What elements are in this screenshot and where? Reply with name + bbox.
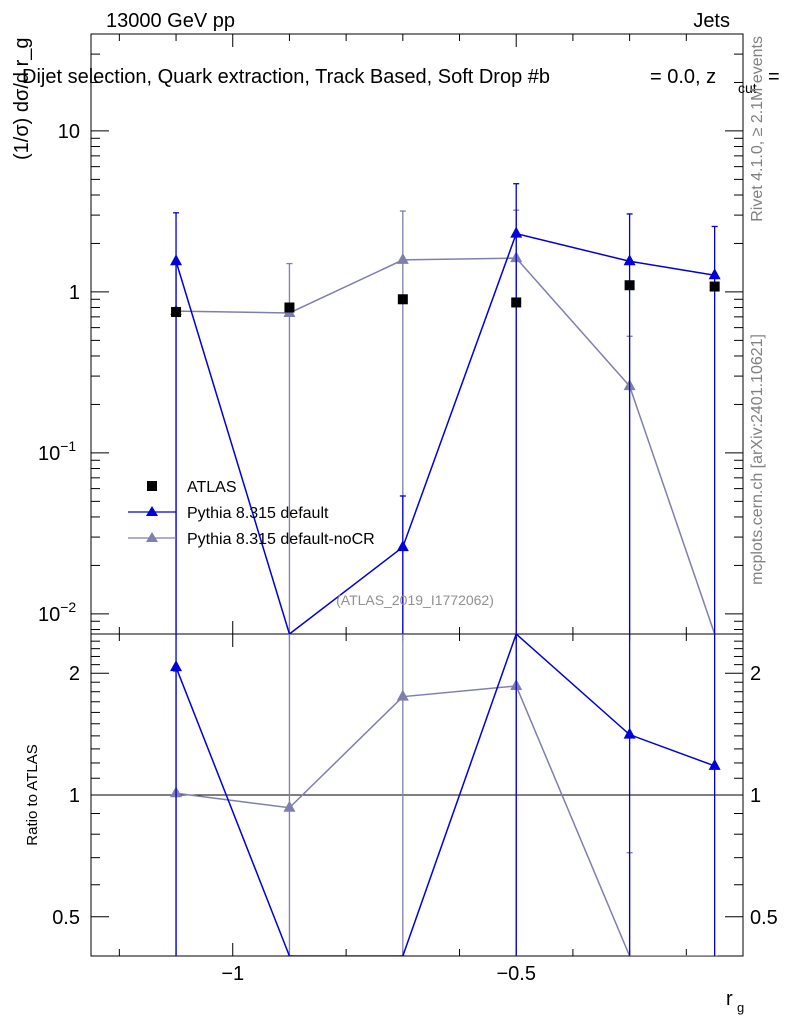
ratio-point-pythia-nocr xyxy=(396,689,409,701)
main-series xyxy=(170,183,721,634)
y-tick-label: 10−1 xyxy=(38,438,76,465)
y-tick-label-base: 10 xyxy=(38,604,60,626)
legend-marker-pythia-nocr xyxy=(146,532,158,542)
param-label-b: cut xyxy=(738,80,757,96)
data-point-atlas xyxy=(511,297,522,308)
ratio-point-pythia-default xyxy=(623,727,636,739)
process-label: Jets xyxy=(693,10,730,32)
analysis-watermark: (ATLAS_2019_I1772062) xyxy=(336,592,494,608)
param-label-c: = xyxy=(768,66,780,88)
ratio-axes: −1 −0.5 0.5 0.5 1 1 2 2 xyxy=(52,633,778,985)
ratio-point-pythia-nocr xyxy=(283,800,296,812)
energy-label: 13000 GeV pp xyxy=(106,10,235,32)
data-point-atlas xyxy=(284,302,295,313)
data-point-pythia-default xyxy=(170,254,183,266)
data-point-atlas xyxy=(709,281,720,292)
y-tick-label: 10−2 xyxy=(38,599,76,626)
ratio-line-pythia-nocr xyxy=(175,685,715,956)
ratio-y-tick-label-right: 0.5 xyxy=(750,907,778,929)
ratio-line-pythia-default xyxy=(175,634,715,956)
y-tick-label: 10 xyxy=(58,121,80,143)
ratio-axis-title: Ratio to ATLAS xyxy=(24,744,41,845)
rivet-version-label: Rivet 4.1.0, ≥ 2.1M events xyxy=(749,36,766,222)
data-point-pythia-default xyxy=(510,226,523,238)
ratio-point-pythia-default xyxy=(708,758,721,770)
param-label-a: = 0.0, z xyxy=(650,66,716,88)
legend-marker-pythia-default xyxy=(146,506,158,516)
y-tick-label-base: 10 xyxy=(38,443,60,465)
selection-label: Dijet selection, Quark extraction, Track… xyxy=(22,66,550,88)
y-axis-title: (1/σ) dσ/d r_g xyxy=(11,37,33,160)
ratio-y-tick-label-left: 1 xyxy=(69,785,80,807)
legend-label-pythia-nocr: Pythia 8.315 default-noCR xyxy=(187,531,375,548)
x-axis-title: r xyxy=(726,988,733,1010)
x-tick-label: −0.5 xyxy=(496,963,535,985)
ratio-y-tick-label-right: 1 xyxy=(750,785,761,807)
data-point-pythia-default xyxy=(396,540,409,552)
x-tick-label: −1 xyxy=(221,963,244,985)
data-point-atlas xyxy=(171,307,182,318)
series-line-pythia-default xyxy=(175,232,715,634)
ratio-point-pythia-default xyxy=(170,660,183,672)
ratio-y-tick-label-right: 2 xyxy=(750,663,761,685)
x-axis-title-sub: g xyxy=(737,1000,744,1015)
data-point-atlas xyxy=(624,280,635,291)
y-tick-label-base: 10 xyxy=(58,121,80,143)
data-point-pythia-nocr xyxy=(396,252,409,264)
data-point-atlas xyxy=(397,294,408,305)
y-tick-label-exp: −1 xyxy=(60,438,76,454)
series-line-pythia-nocr xyxy=(176,257,716,634)
data-point-pythia-default xyxy=(708,268,721,280)
legend-label-atlas: ATLAS xyxy=(187,479,237,496)
legend-label-pythia-default: Pythia 8.315 default xyxy=(187,505,329,522)
ratio-series xyxy=(170,634,721,956)
legend: ATLAS Pythia 8.315 default Pythia 8.315 … xyxy=(128,479,375,548)
y-tick-label: 1 xyxy=(69,282,80,304)
y-tick-label-exp: −2 xyxy=(60,599,76,615)
mcplots-label: mcplots.cern.ch [arXiv:2401.10621] xyxy=(749,334,766,585)
legend-marker-atlas xyxy=(147,481,157,491)
ratio-y-tick-label-left: 2 xyxy=(69,663,80,685)
ratio-y-tick-label-left: 0.5 xyxy=(52,907,80,929)
y-tick-label-base: 1 xyxy=(69,282,80,304)
data-point-pythia-default xyxy=(623,254,636,266)
